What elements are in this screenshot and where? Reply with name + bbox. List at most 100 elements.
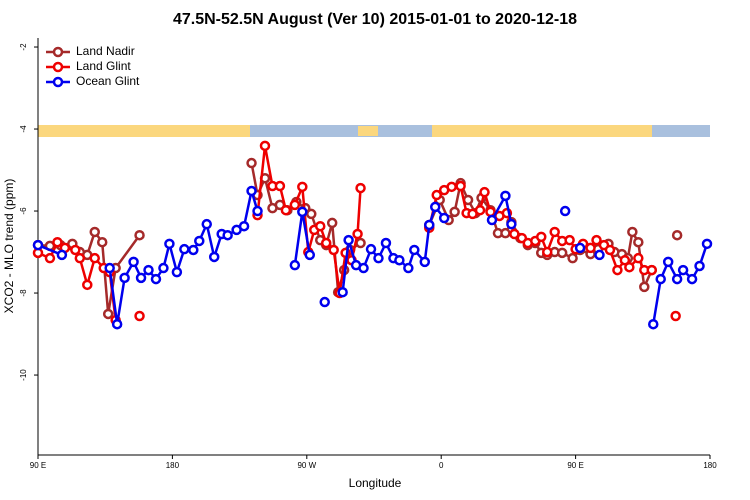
point (352, 228, 363, 240)
point (612, 264, 623, 276)
point (419, 256, 431, 268)
point (246, 185, 257, 197)
point (506, 218, 517, 230)
point (150, 273, 162, 285)
point (646, 264, 658, 276)
point (549, 226, 560, 238)
point (44, 252, 56, 264)
point (633, 236, 644, 248)
point (70, 244, 81, 256)
point (306, 208, 317, 220)
point (343, 234, 354, 246)
y-tick-label: -6 (19, 207, 28, 215)
point (208, 251, 220, 263)
point (337, 286, 348, 298)
point (328, 244, 339, 256)
y-tick-label: -4 (19, 125, 28, 133)
x-axis-label: Longitude (349, 476, 402, 490)
point (246, 157, 257, 169)
point (585, 242, 596, 254)
point (671, 229, 683, 241)
point (289, 199, 301, 211)
legend-marker (52, 46, 64, 58)
point (134, 229, 145, 241)
point (319, 296, 330, 308)
legend-label: Land Nadir (76, 44, 135, 58)
point (164, 238, 175, 250)
point (556, 247, 568, 259)
point (403, 262, 414, 274)
point (89, 226, 100, 238)
x-tick-label: 180 (703, 461, 717, 470)
x-tick-label: 90 W (297, 461, 316, 470)
point (96, 236, 108, 248)
y-tick-label: -2 (19, 43, 28, 51)
y-tick-label: -8 (19, 289, 28, 297)
point (119, 272, 130, 284)
point (297, 206, 308, 218)
point (564, 234, 575, 246)
point (238, 220, 250, 232)
point (474, 204, 486, 216)
point (326, 217, 338, 229)
legend-label: Ocean Glint (76, 74, 140, 88)
point (429, 201, 441, 213)
point (624, 261, 635, 273)
point (633, 252, 644, 264)
point (619, 254, 631, 266)
x-tick-label: 180 (166, 461, 180, 470)
point (574, 242, 586, 254)
point (82, 279, 93, 291)
point (627, 226, 638, 238)
point (686, 273, 698, 285)
point (104, 262, 115, 274)
point (639, 281, 650, 293)
point (355, 237, 366, 249)
point (259, 140, 271, 152)
point (701, 238, 713, 250)
legend-marker (52, 61, 64, 73)
point (89, 252, 100, 264)
point (380, 237, 392, 249)
point (541, 246, 553, 258)
point (194, 235, 205, 247)
point (201, 218, 212, 230)
point (365, 243, 377, 255)
point (355, 182, 366, 194)
point (446, 181, 457, 193)
point (128, 256, 139, 268)
point (52, 236, 63, 248)
point (314, 220, 326, 232)
point (662, 256, 674, 268)
y-axis-label: XCO2 - MLO trend (ppm) (2, 179, 16, 314)
point (111, 318, 123, 330)
point (486, 214, 498, 226)
map-strip (38, 125, 710, 137)
point (509, 228, 520, 240)
point (431, 189, 442, 201)
point (297, 181, 308, 193)
point (280, 204, 292, 216)
point (591, 234, 602, 246)
point (500, 190, 511, 202)
point (409, 244, 420, 256)
point (462, 194, 474, 206)
point (424, 219, 435, 231)
y-tick-label: -10 (19, 369, 28, 381)
point (135, 272, 147, 284)
point (694, 260, 705, 272)
legend-label: Land Glint (76, 59, 131, 73)
point (479, 186, 490, 198)
point (134, 310, 145, 322)
point (252, 205, 263, 217)
point (358, 262, 369, 274)
point (373, 252, 384, 264)
chart-title: 47.5N-52.5N August (Ver 10) 2015-01-01 t… (173, 11, 577, 28)
point (274, 180, 286, 192)
point (171, 266, 183, 278)
point (485, 206, 496, 218)
point (289, 259, 301, 271)
series-line (37, 190, 709, 325)
point (594, 249, 605, 261)
